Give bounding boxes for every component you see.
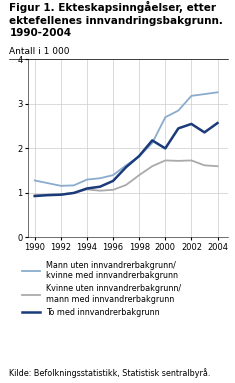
- Mann uten innvandrerbakgrunn/
kvinne med innvandrerbakgrunn: [99, 176, 102, 180]
- To med innvandrerbakgrunn: [86, 186, 88, 191]
- Text: Antall i 1 000: Antall i 1 000: [9, 47, 70, 56]
- To med innvandrerbakgrunn: [203, 130, 206, 135]
- To med innvandrerbakgrunn: [72, 191, 75, 195]
- To med innvandrerbakgrunn: [99, 184, 102, 189]
- Mann uten innvandrerbakgrunn/
kvinne med innvandrerbakgrunn: [46, 181, 49, 185]
- Mann uten innvandrerbakgrunn/
kvinne med innvandrerbakgrunn: [177, 108, 180, 113]
- Kvinne uten innvandrerbakgrunn/
mann med innvandrerbakgrunn: [203, 163, 206, 168]
- Kvinne uten innvandrerbakgrunn/
mann med innvandrerbakgrunn: [112, 188, 114, 192]
- Mann uten innvandrerbakgrunn/
kvinne med innvandrerbakgrunn: [59, 183, 62, 188]
- Kvinne uten innvandrerbakgrunn/
mann med innvandrerbakgrunn: [151, 164, 154, 169]
- Kvinne uten innvandrerbakgrunn/
mann med innvandrerbakgrunn: [164, 158, 167, 163]
- Mann uten innvandrerbakgrunn/
kvinne med innvandrerbakgrunn: [164, 115, 167, 119]
- To med innvandrerbakgrunn: [125, 165, 128, 169]
- Line: Kvinne uten innvandrerbakgrunn/
mann med innvandrerbakgrunn: Kvinne uten innvandrerbakgrunn/ mann med…: [35, 160, 218, 195]
- Mann uten innvandrerbakgrunn/
kvinne med innvandrerbakgrunn: [112, 173, 114, 177]
- Legend: Mann uten innvandrerbakgrunn/
kvinne med innvandrerbakgrunn, Kvinne uten innvand: Mann uten innvandrerbakgrunn/ kvinne med…: [22, 260, 181, 317]
- Kvinne uten innvandrerbakgrunn/
mann med innvandrerbakgrunn: [216, 164, 219, 169]
- Text: Kilde: Befolkningsstatistikk, Statistisk sentralbyrå.: Kilde: Befolkningsstatistikk, Statistisk…: [9, 368, 211, 378]
- Kvinne uten innvandrerbakgrunn/
mann med innvandrerbakgrunn: [46, 192, 49, 197]
- Mann uten innvandrerbakgrunn/
kvinne med innvandrerbakgrunn: [86, 177, 88, 182]
- To med innvandrerbakgrunn: [190, 122, 193, 126]
- To med innvandrerbakgrunn: [112, 178, 114, 183]
- To med innvandrerbakgrunn: [46, 193, 49, 198]
- To med innvandrerbakgrunn: [177, 126, 180, 131]
- Kvinne uten innvandrerbakgrunn/
mann med innvandrerbakgrunn: [125, 183, 128, 187]
- Mann uten innvandrerbakgrunn/
kvinne med innvandrerbakgrunn: [138, 154, 141, 159]
- Kvinne uten innvandrerbakgrunn/
mann med innvandrerbakgrunn: [190, 158, 193, 163]
- Line: To med innvandrerbakgrunn: To med innvandrerbakgrunn: [35, 123, 218, 196]
- Mann uten innvandrerbakgrunn/
kvinne med innvandrerbakgrunn: [216, 90, 219, 95]
- Mann uten innvandrerbakgrunn/
kvinne med innvandrerbakgrunn: [33, 178, 36, 183]
- To med innvandrerbakgrunn: [216, 121, 219, 125]
- Mann uten innvandrerbakgrunn/
kvinne med innvandrerbakgrunn: [151, 141, 154, 146]
- To med innvandrerbakgrunn: [59, 192, 62, 197]
- Mann uten innvandrerbakgrunn/
kvinne med innvandrerbakgrunn: [72, 183, 75, 188]
- Kvinne uten innvandrerbakgrunn/
mann med innvandrerbakgrunn: [33, 193, 36, 198]
- Mann uten innvandrerbakgrunn/
kvinne med innvandrerbakgrunn: [125, 163, 128, 168]
- Kvinne uten innvandrerbakgrunn/
mann med innvandrerbakgrunn: [72, 191, 75, 195]
- Kvinne uten innvandrerbakgrunn/
mann med innvandrerbakgrunn: [86, 187, 88, 192]
- Kvinne uten innvandrerbakgrunn/
mann med innvandrerbakgrunn: [59, 192, 62, 196]
- Text: Figur 1. Ekteskapsinngåelser, etter
ektefellenes innvandringsbakgrunn.
1990-2004: Figur 1. Ekteskapsinngåelser, etter ekte…: [9, 1, 223, 38]
- To med innvandrerbakgrunn: [151, 138, 154, 143]
- To med innvandrerbakgrunn: [164, 146, 167, 151]
- To med innvandrerbakgrunn: [33, 194, 36, 198]
- To med innvandrerbakgrunn: [138, 154, 141, 158]
- Mann uten innvandrerbakgrunn/
kvinne med innvandrerbakgrunn: [203, 92, 206, 97]
- Kvinne uten innvandrerbakgrunn/
mann med innvandrerbakgrunn: [177, 159, 180, 163]
- Mann uten innvandrerbakgrunn/
kvinne med innvandrerbakgrunn: [190, 93, 193, 98]
- Line: Mann uten innvandrerbakgrunn/
kvinne med innvandrerbakgrunn: Mann uten innvandrerbakgrunn/ kvinne med…: [35, 92, 218, 186]
- Kvinne uten innvandrerbakgrunn/
mann med innvandrerbakgrunn: [99, 188, 102, 193]
- Kvinne uten innvandrerbakgrunn/
mann med innvandrerbakgrunn: [138, 173, 141, 177]
